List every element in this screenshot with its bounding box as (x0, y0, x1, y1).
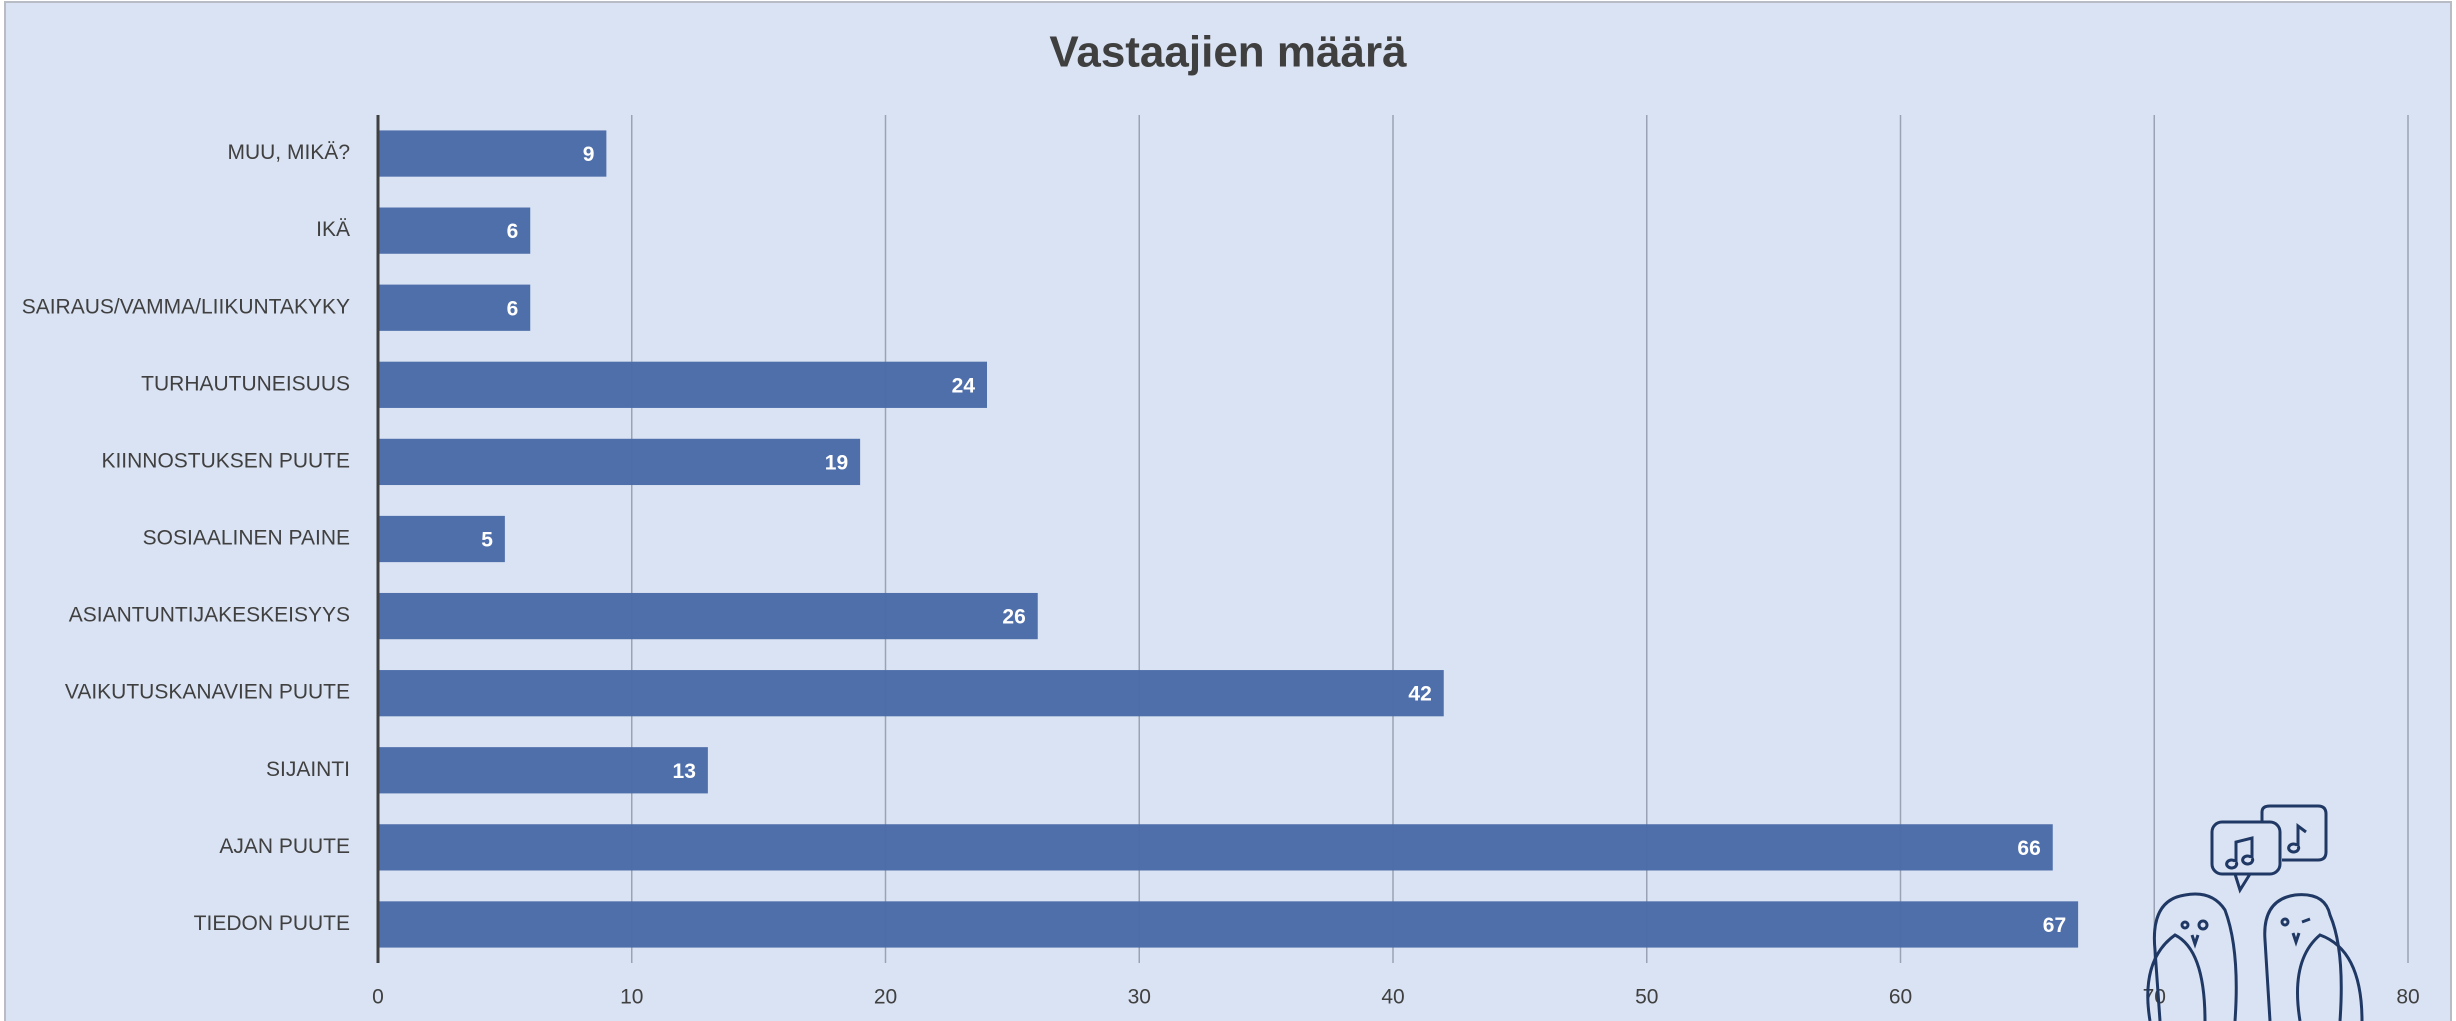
y-tick-label: AJAN PUUTE (219, 835, 350, 858)
x-tick-label: 0 (372, 986, 384, 1009)
bar (378, 747, 708, 793)
bar (378, 362, 987, 408)
data-label: 42 (1408, 683, 1431, 706)
data-label: 24 (952, 374, 976, 397)
x-tick-label: 60 (1889, 986, 1912, 1009)
x-tick-label: 50 (1635, 986, 1658, 1009)
y-tick-label: VAIKUTUSKANAVIEN PUUTE (65, 681, 350, 704)
x-tick-label: 10 (620, 986, 643, 1009)
data-label: 19 (825, 451, 848, 474)
bar (378, 824, 2053, 870)
data-label: 9 (583, 143, 595, 166)
chart-title: Vastaajien määrä (1049, 28, 1407, 77)
y-tick-label: SIJAINTI (266, 758, 350, 781)
data-label: 26 (1002, 606, 1025, 629)
data-label: 5 (481, 529, 493, 552)
y-tick-label: IKÄ (316, 218, 350, 241)
data-label: 66 (2017, 837, 2040, 860)
bar (378, 130, 606, 176)
data-label: 6 (507, 220, 519, 243)
data-label: 13 (673, 760, 696, 783)
y-tick-label: KIINNOSTUKSEN PUUTE (101, 449, 350, 472)
bar (378, 670, 1444, 716)
y-tick-label: MUU, MIKÄ? (227, 141, 350, 164)
x-tick-label: 40 (1381, 986, 1404, 1009)
chart: Vastaajien määrä 0 10 20 30 40 50 60 70 80 MUU, M… (0, 0, 2456, 1021)
x-tick-label: 80 (2396, 986, 2419, 1009)
data-label: 67 (2043, 914, 2066, 937)
y-tick-label: TURHAUTUNEISUUS (141, 372, 350, 395)
x-tick-label: 20 (874, 986, 897, 1009)
x-tick-label: 30 (1128, 986, 1151, 1009)
y-tick-label: SOSIAALINEN PAINE (143, 527, 350, 550)
x-tick-label: 70 (2143, 986, 2166, 1009)
bar (378, 439, 860, 485)
y-tick-label: ASIANTUNTIJAKESKEISYYS (69, 604, 350, 627)
bar (378, 593, 1038, 639)
y-tick-label: TIEDON PUUTE (194, 912, 350, 935)
data-label: 6 (507, 297, 519, 320)
y-tick-label: SAIRAUS/VAMMA/LIIKUNTAKYKY (22, 295, 350, 318)
bar (378, 901, 2078, 947)
